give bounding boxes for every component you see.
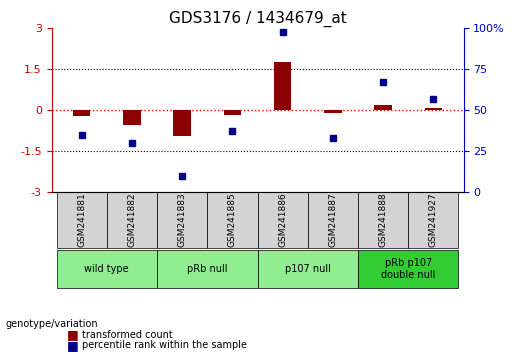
FancyBboxPatch shape xyxy=(57,192,107,248)
Text: pRb null: pRb null xyxy=(187,264,228,274)
Text: pRb p107
double null: pRb p107 double null xyxy=(381,258,435,280)
Title: GDS3176 / 1434679_at: GDS3176 / 1434679_at xyxy=(168,11,347,27)
Bar xyxy=(424,108,442,110)
Bar xyxy=(123,110,141,125)
Text: GSM241881: GSM241881 xyxy=(77,193,86,247)
Text: GSM241927: GSM241927 xyxy=(429,193,438,247)
Text: p107 null: p107 null xyxy=(285,264,331,274)
Text: ■: ■ xyxy=(67,339,79,352)
FancyBboxPatch shape xyxy=(408,192,458,248)
Text: GSM241882: GSM241882 xyxy=(127,193,136,247)
Text: GSM241887: GSM241887 xyxy=(329,193,337,247)
Text: percentile rank within the sample: percentile rank within the sample xyxy=(82,340,247,350)
Bar xyxy=(324,110,341,113)
Bar xyxy=(224,110,241,115)
Bar xyxy=(73,110,91,116)
Text: GSM241883: GSM241883 xyxy=(178,193,186,247)
Bar xyxy=(374,105,392,110)
Text: genotype/variation: genotype/variation xyxy=(5,319,98,329)
FancyBboxPatch shape xyxy=(107,192,157,248)
FancyBboxPatch shape xyxy=(358,250,458,288)
Bar xyxy=(174,110,191,136)
Text: GSM241886: GSM241886 xyxy=(278,193,287,247)
Text: GSM241888: GSM241888 xyxy=(379,193,388,247)
FancyBboxPatch shape xyxy=(157,192,207,248)
FancyBboxPatch shape xyxy=(258,250,358,288)
Text: wild type: wild type xyxy=(84,264,129,274)
FancyBboxPatch shape xyxy=(57,250,157,288)
FancyBboxPatch shape xyxy=(358,192,408,248)
FancyBboxPatch shape xyxy=(308,192,358,248)
Text: ■: ■ xyxy=(67,328,79,341)
Bar xyxy=(274,62,291,110)
Text: GSM241885: GSM241885 xyxy=(228,193,237,247)
FancyBboxPatch shape xyxy=(157,250,258,288)
FancyBboxPatch shape xyxy=(258,192,308,248)
Text: transformed count: transformed count xyxy=(82,330,173,339)
FancyBboxPatch shape xyxy=(207,192,258,248)
